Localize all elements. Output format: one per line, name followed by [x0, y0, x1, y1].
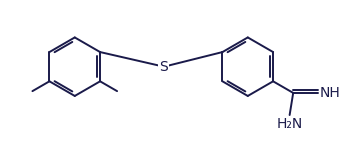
Text: S: S: [159, 60, 168, 74]
Text: H₂N: H₂N: [276, 117, 303, 131]
Text: NH: NH: [320, 86, 341, 100]
